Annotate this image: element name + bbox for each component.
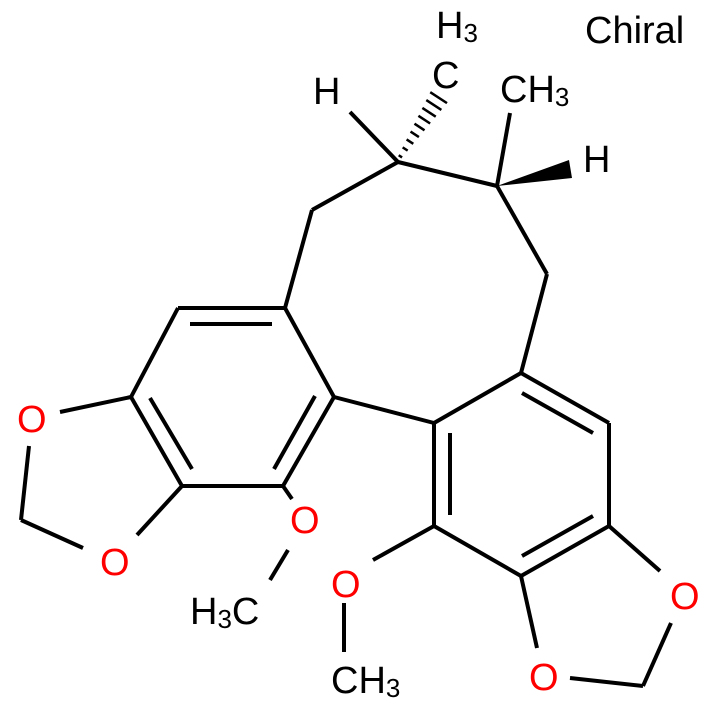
oxygen-label: O	[290, 500, 320, 542]
bond	[283, 307, 336, 398]
hash-segment	[405, 138, 414, 145]
hash-segment	[425, 99, 443, 111]
hydrogen-label-left: H	[313, 71, 340, 113]
biaryl-bond	[333, 395, 435, 425]
bond	[135, 484, 184, 537]
double-bond-inner	[521, 514, 594, 558]
oxygen-label: O	[100, 542, 130, 584]
hash-segment	[429, 91, 448, 105]
bond	[59, 395, 132, 414]
hash-segment	[401, 146, 409, 152]
methoxy-right-methyl-label: CH3	[331, 660, 400, 703]
bond	[495, 185, 549, 275]
bond-methyl	[495, 112, 512, 187]
bond	[519, 273, 549, 374]
double-bond-inner	[148, 396, 194, 471]
double-bond-inner	[272, 395, 317, 470]
methoxy-left-methyl-label: H3C	[190, 591, 259, 634]
bond	[129, 307, 180, 398]
methyl-right-label: CH3	[500, 69, 569, 112]
oxygen-label: O	[17, 399, 47, 441]
methyl-top-c: C	[432, 55, 459, 97]
bond	[268, 548, 290, 582]
bond	[520, 524, 610, 578]
bond	[433, 524, 522, 578]
bond-h	[348, 110, 400, 164]
bond	[641, 622, 673, 687]
bond	[397, 160, 498, 188]
bond	[20, 518, 84, 550]
chiral-label: Chiral	[585, 10, 684, 52]
hydrogen-label-right: H	[583, 139, 610, 181]
bond	[283, 209, 314, 309]
bond	[519, 575, 539, 649]
bond	[129, 396, 184, 487]
double-bond-inner	[521, 391, 594, 435]
hash-segment	[421, 106, 437, 118]
oxygen-label: O	[331, 564, 361, 606]
atom-labels: Chiral H H H3 C CH3 O O O O O O H3C CH3	[17, 5, 700, 703]
hashed-bond	[398, 91, 448, 159]
bond	[569, 676, 644, 688]
bond	[311, 160, 399, 212]
hash-segment	[409, 130, 420, 139]
bond	[433, 371, 522, 425]
bond	[19, 445, 31, 521]
bond	[607, 524, 662, 573]
bonds	[19, 91, 673, 688]
hash-segment	[417, 114, 431, 125]
hash-segment	[398, 154, 403, 159]
hash-segment	[413, 122, 426, 132]
oxygen-label: O	[670, 576, 700, 618]
bond	[520, 371, 610, 425]
methyl-top-h: H3	[436, 5, 478, 48]
bond	[281, 484, 294, 501]
bond	[372, 524, 435, 562]
oxygen-label: O	[529, 657, 559, 699]
bond	[281, 396, 336, 487]
wedge-bond	[497, 160, 572, 186]
